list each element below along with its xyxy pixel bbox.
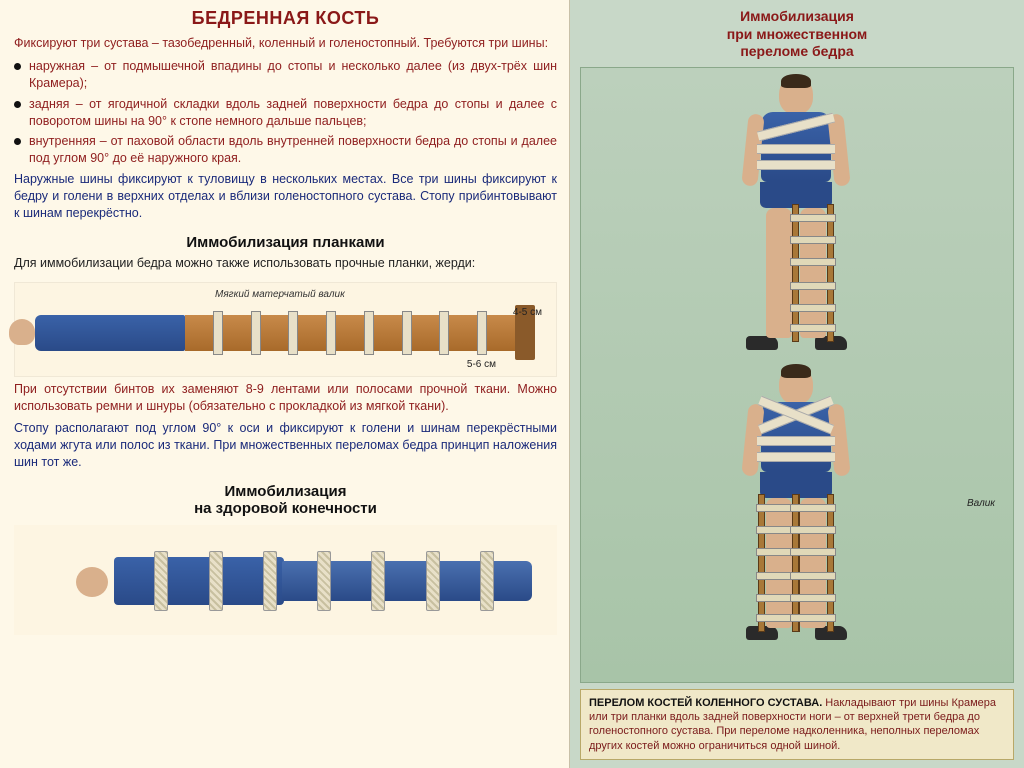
plank-straps [185, 311, 515, 355]
strap [426, 551, 440, 611]
leg-band [790, 504, 836, 512]
figure-torso [761, 112, 831, 182]
bullet-dot-icon [14, 138, 21, 145]
bullet-text: наружная – от подмышечной впадины до сто… [29, 58, 557, 92]
plank-diagram: Мягкий матерчатый валик [14, 282, 557, 377]
leg-band [790, 324, 836, 332]
splint-right-icon [827, 204, 834, 342]
leg-left [766, 208, 792, 338]
strap [364, 311, 374, 355]
bullet-2: задняя – от ягодичной складки вдоль задн… [14, 96, 557, 130]
leg-band [790, 548, 836, 556]
bullet-dot-icon [14, 101, 21, 108]
strap [371, 551, 385, 611]
intro-paragraph: Фиксируют три сустава – тазобедренный, к… [14, 35, 557, 52]
bullet-1: наружная – от подмышечной впадины до сто… [14, 58, 557, 92]
strap [477, 311, 487, 355]
right-column: Иммобилизация при множественном переломе… [570, 0, 1024, 768]
healthy-body [54, 553, 534, 608]
hair-icon [781, 364, 811, 378]
chest-bandage [757, 112, 835, 141]
chest-bandage [757, 160, 835, 170]
leg-band [790, 304, 836, 312]
chest-bandage [757, 452, 835, 462]
strap [317, 551, 331, 611]
page: БЕДРЕННАЯ КОСТЬ Фиксируют три сустава – … [0, 0, 1024, 768]
plank-head-icon [9, 319, 35, 345]
plank-paragraph-2: Стопу располагают под углом 90° к оси и … [14, 420, 557, 471]
knee-box-lead: ПЕРЕЛОМ КОСТЕЙ КОЛЕННОГО СУСТАВА. [589, 697, 822, 709]
bullet-text: внутренняя – от паховой области вдоль вн… [29, 133, 557, 167]
leg-band [790, 214, 836, 222]
figure-bottom [731, 366, 861, 640]
strap [251, 311, 261, 355]
strap [288, 311, 298, 355]
knee-fracture-box: ПЕРЕЛОМ КОСТЕЙ КОЛЕННОГО СУСТАВА. Наклад… [580, 689, 1014, 760]
splint-left-icon [792, 494, 799, 632]
leg-band [790, 282, 836, 290]
fixation-paragraph: Наружные шины фиксируют к туловищу в нес… [14, 171, 557, 222]
strap [480, 551, 494, 611]
plank-intro: Для иммобилизации бедра можно также испо… [14, 255, 557, 272]
main-title: БЕДРЕННАЯ КОСТЬ [14, 8, 557, 29]
splint-left-icon [758, 494, 765, 632]
leg-right-splinted [800, 208, 826, 338]
figure-torso [761, 402, 831, 472]
figure-top [731, 76, 861, 350]
bullet-dot-icon [14, 63, 21, 70]
leg-band [790, 258, 836, 266]
leg-right-splinted [800, 498, 826, 628]
strap [326, 311, 336, 355]
leg-band [790, 594, 836, 602]
hair-icon [781, 74, 811, 88]
plank-torso [35, 315, 185, 351]
figure-head [779, 366, 813, 404]
dimension-top: 4-5 см [513, 307, 542, 318]
splint-left-icon [792, 204, 799, 342]
figure-legs [731, 208, 861, 338]
healthy-head-icon [76, 567, 108, 597]
chest-bandage [757, 436, 835, 446]
strap [439, 311, 449, 355]
plank-body [35, 315, 535, 351]
strap [402, 311, 412, 355]
healthy-limb-diagram [14, 525, 557, 635]
plank-section-title: Иммобилизация планками [14, 234, 557, 251]
leg-band [790, 614, 836, 622]
leg-left-splinted [766, 498, 792, 628]
bullet-3: внутренняя – от паховой области вдоль вн… [14, 133, 557, 167]
splint-right-icon [827, 494, 834, 632]
plank-cushion-label: Мягкий матерчатый валик [215, 289, 345, 300]
chest-bandage [757, 144, 835, 154]
figure-head [779, 76, 813, 114]
leg-band [790, 572, 836, 580]
plank-paragraph-1: При отсутствии бинтов их заменяют 8-9 ле… [14, 381, 557, 415]
healthy-section-title: Иммобилизация на здоровой конечности [14, 483, 557, 517]
left-column: БЕДРЕННАЯ КОСТЬ Фиксируют три сустава – … [0, 0, 570, 768]
dimension-bottom: 5-6 см [467, 359, 496, 370]
foot [746, 336, 778, 350]
strap [263, 551, 277, 611]
figure-legs [731, 498, 861, 628]
leg-band [790, 236, 836, 244]
plank-legs [185, 315, 515, 351]
figures-zone: Валик [580, 67, 1014, 683]
right-title: Иммобилизация при множественном переломе… [580, 8, 1014, 61]
healthy-straps [114, 551, 534, 611]
strap [213, 311, 223, 355]
valik-label: Валик [967, 498, 995, 509]
strap [209, 551, 223, 611]
bullet-text: задняя – от ягодичной складки вдоль задн… [29, 96, 557, 130]
leg-band [790, 526, 836, 534]
strap [154, 551, 168, 611]
